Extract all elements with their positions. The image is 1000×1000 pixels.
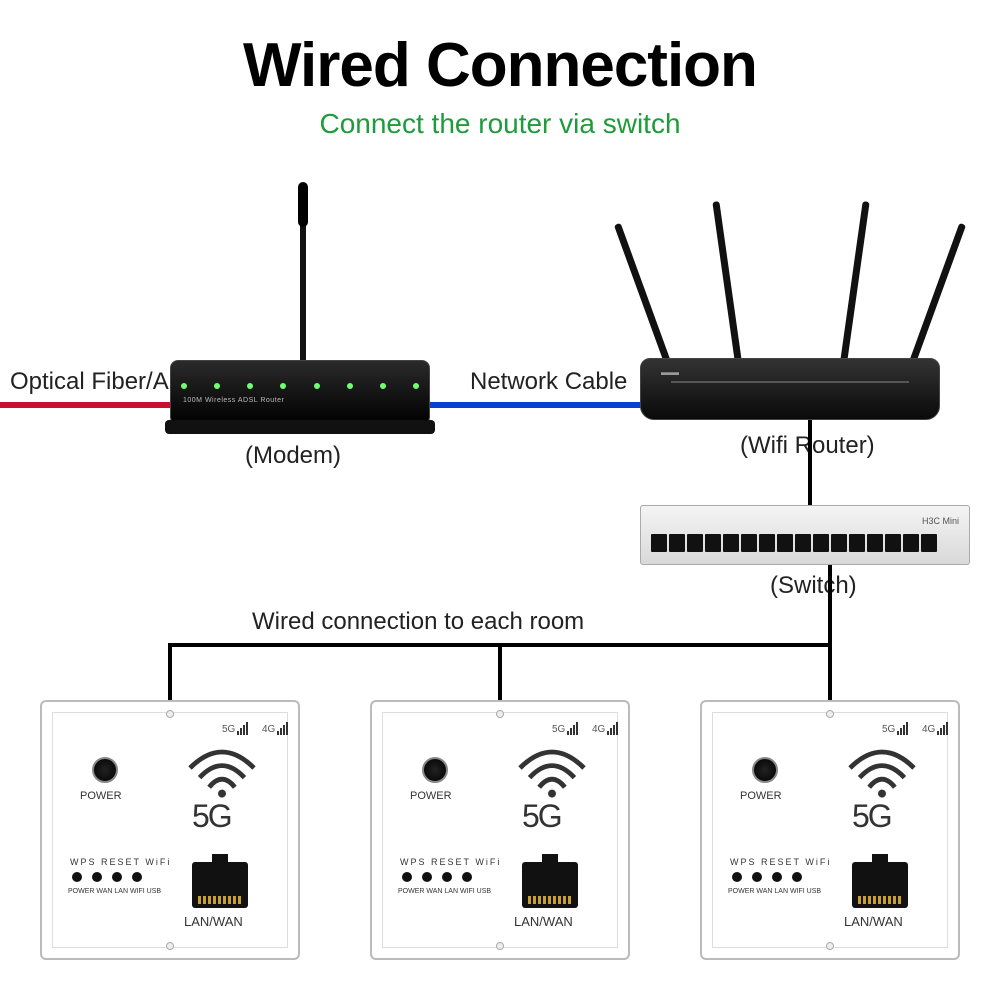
signal-bars-icon: [897, 722, 908, 735]
screw-icon: [166, 942, 174, 950]
network-cable: [430, 402, 645, 408]
signal-bars-icon: [607, 722, 618, 735]
small-buttons-row: [72, 872, 142, 882]
lan-wan-label: LAN/WAN: [184, 914, 243, 929]
sig-5g-label: 5G: [222, 724, 235, 735]
lan-wan-label: LAN/WAN: [844, 914, 903, 929]
wall-ap-panel: 5G 4G POWER 5G WPS RESET WiFi POWER WAN …: [370, 700, 630, 960]
rj45-port-icon: [192, 862, 248, 908]
switch-label: (Switch): [770, 572, 857, 600]
router-antenna-icon: [908, 223, 966, 366]
modem-label: (Modem): [245, 442, 341, 470]
sig-4g-label: 4G: [592, 724, 605, 735]
ap3-drop-cable: [828, 643, 832, 703]
switch-model: H3C Mini: [922, 516, 959, 526]
wifi-icon: [512, 742, 592, 802]
fiveg-label: 5G: [852, 798, 891, 835]
router-antenna-icon: [840, 201, 870, 363]
netcable-label: Network Cable: [470, 368, 627, 396]
switch-trunk-cable: [828, 565, 832, 645]
switch-ports-icon: [651, 534, 937, 552]
router-antenna-icon: [614, 223, 672, 366]
small-buttons-label: WPS RESET WiFi: [400, 857, 501, 867]
network-switch-icon: H3C Mini: [640, 505, 970, 565]
screw-icon: [826, 710, 834, 718]
wifi-icon: [842, 742, 922, 802]
wifi-icon: [182, 742, 262, 802]
rj45-port-icon: [522, 862, 578, 908]
sig-4g-label: 4G: [922, 724, 935, 735]
small-buttons-row: [402, 872, 472, 882]
sig-5g-label: 5G: [882, 724, 895, 735]
signal-bars-icon: [937, 722, 948, 735]
sig-5g-label: 5G: [552, 724, 565, 735]
power-label: POWER: [410, 790, 452, 802]
screw-icon: [826, 942, 834, 950]
screw-icon: [496, 710, 504, 718]
screw-icon: [166, 710, 174, 718]
ap1-drop-cable: [168, 643, 172, 703]
page-subtitle: Connect the router via switch: [0, 108, 1000, 140]
signal-bars-icon: [567, 722, 578, 735]
small-buttons-label: WPS RESET WiFi: [730, 857, 831, 867]
router-antenna-icon: [712, 201, 742, 363]
router-switch-cable: [808, 420, 812, 510]
modem-device-icon: 100M Wireless ADSL Router: [170, 360, 430, 425]
wall-ap-panel: 5G 4G POWER 5G WPS RESET WiFi POWER WAN …: [40, 700, 300, 960]
indicator-labels: POWER WAN LAN WIFI USB: [728, 888, 821, 895]
modem-panel-text: 100M Wireless ADSL Router: [183, 397, 284, 404]
power-button-icon: [752, 757, 778, 783]
page-title: Wired Connection: [0, 30, 1000, 101]
fiber-cable: [0, 402, 175, 408]
indicator-labels: POWER WAN LAN WIFI USB: [398, 888, 491, 895]
small-buttons-label: WPS RESET WiFi: [70, 857, 171, 867]
modem-antenna-icon: [300, 185, 306, 363]
fiveg-label: 5G: [192, 798, 231, 835]
signal-bars-icon: [237, 722, 248, 735]
signal-bars-icon: [277, 722, 288, 735]
power-label: POWER: [80, 790, 122, 802]
power-button-icon: [92, 757, 118, 783]
sig-4g-label: 4G: [262, 724, 275, 735]
wall-ap-panel: 5G 4G POWER 5G WPS RESET WiFi POWER WAN …: [700, 700, 960, 960]
wifi-router-icon: ▬▬: [640, 358, 940, 420]
power-label: POWER: [740, 790, 782, 802]
power-button-icon: [422, 757, 448, 783]
screw-icon: [496, 942, 504, 950]
fiveg-label: 5G: [522, 798, 561, 835]
wired-rooms-label: Wired connection to each room: [252, 608, 584, 636]
ap2-drop-cable: [498, 643, 502, 703]
indicator-labels: POWER WAN LAN WIFI USB: [68, 888, 161, 895]
rj45-port-icon: [852, 862, 908, 908]
lan-wan-label: LAN/WAN: [514, 914, 573, 929]
small-buttons-row: [732, 872, 802, 882]
